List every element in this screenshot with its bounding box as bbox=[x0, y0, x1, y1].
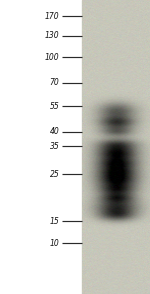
Text: 100: 100 bbox=[45, 53, 59, 62]
Text: 55: 55 bbox=[50, 102, 59, 111]
Text: 15: 15 bbox=[50, 217, 59, 225]
Text: 25: 25 bbox=[50, 170, 59, 178]
Text: 170: 170 bbox=[45, 12, 59, 21]
Text: 35: 35 bbox=[50, 142, 59, 151]
Text: 130: 130 bbox=[45, 31, 59, 40]
Text: 70: 70 bbox=[50, 78, 59, 87]
Text: 10: 10 bbox=[50, 239, 59, 248]
Bar bbox=[82, 0, 150, 294]
Text: 40: 40 bbox=[50, 127, 59, 136]
